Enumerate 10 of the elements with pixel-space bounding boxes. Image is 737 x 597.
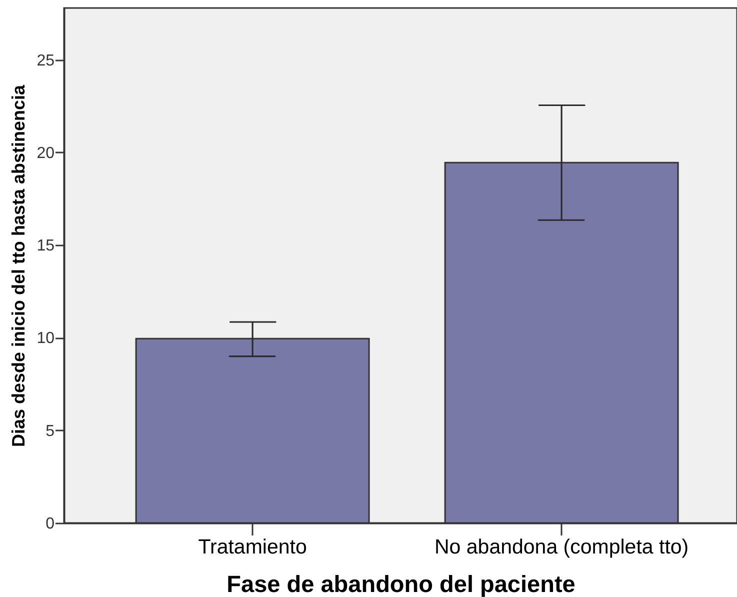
x-tick-label: No abandona (completa tto) <box>434 536 689 558</box>
y-tick-label: 5 <box>46 422 55 440</box>
x-tick-label: Tratamiento <box>198 536 307 558</box>
y-tick-label: 15 <box>36 238 55 255</box>
y-tick-label: 10 <box>36 330 55 348</box>
y-tick-label: 20 <box>36 144 55 162</box>
y-tick-label: 25 <box>36 52 55 70</box>
y-tick-label: 0 <box>46 516 55 532</box>
x-axis-title: Fase de abandono del paciente <box>226 571 576 597</box>
y-axis-title: Dias desde inicio del tto hasta abstinencia <box>8 84 29 448</box>
